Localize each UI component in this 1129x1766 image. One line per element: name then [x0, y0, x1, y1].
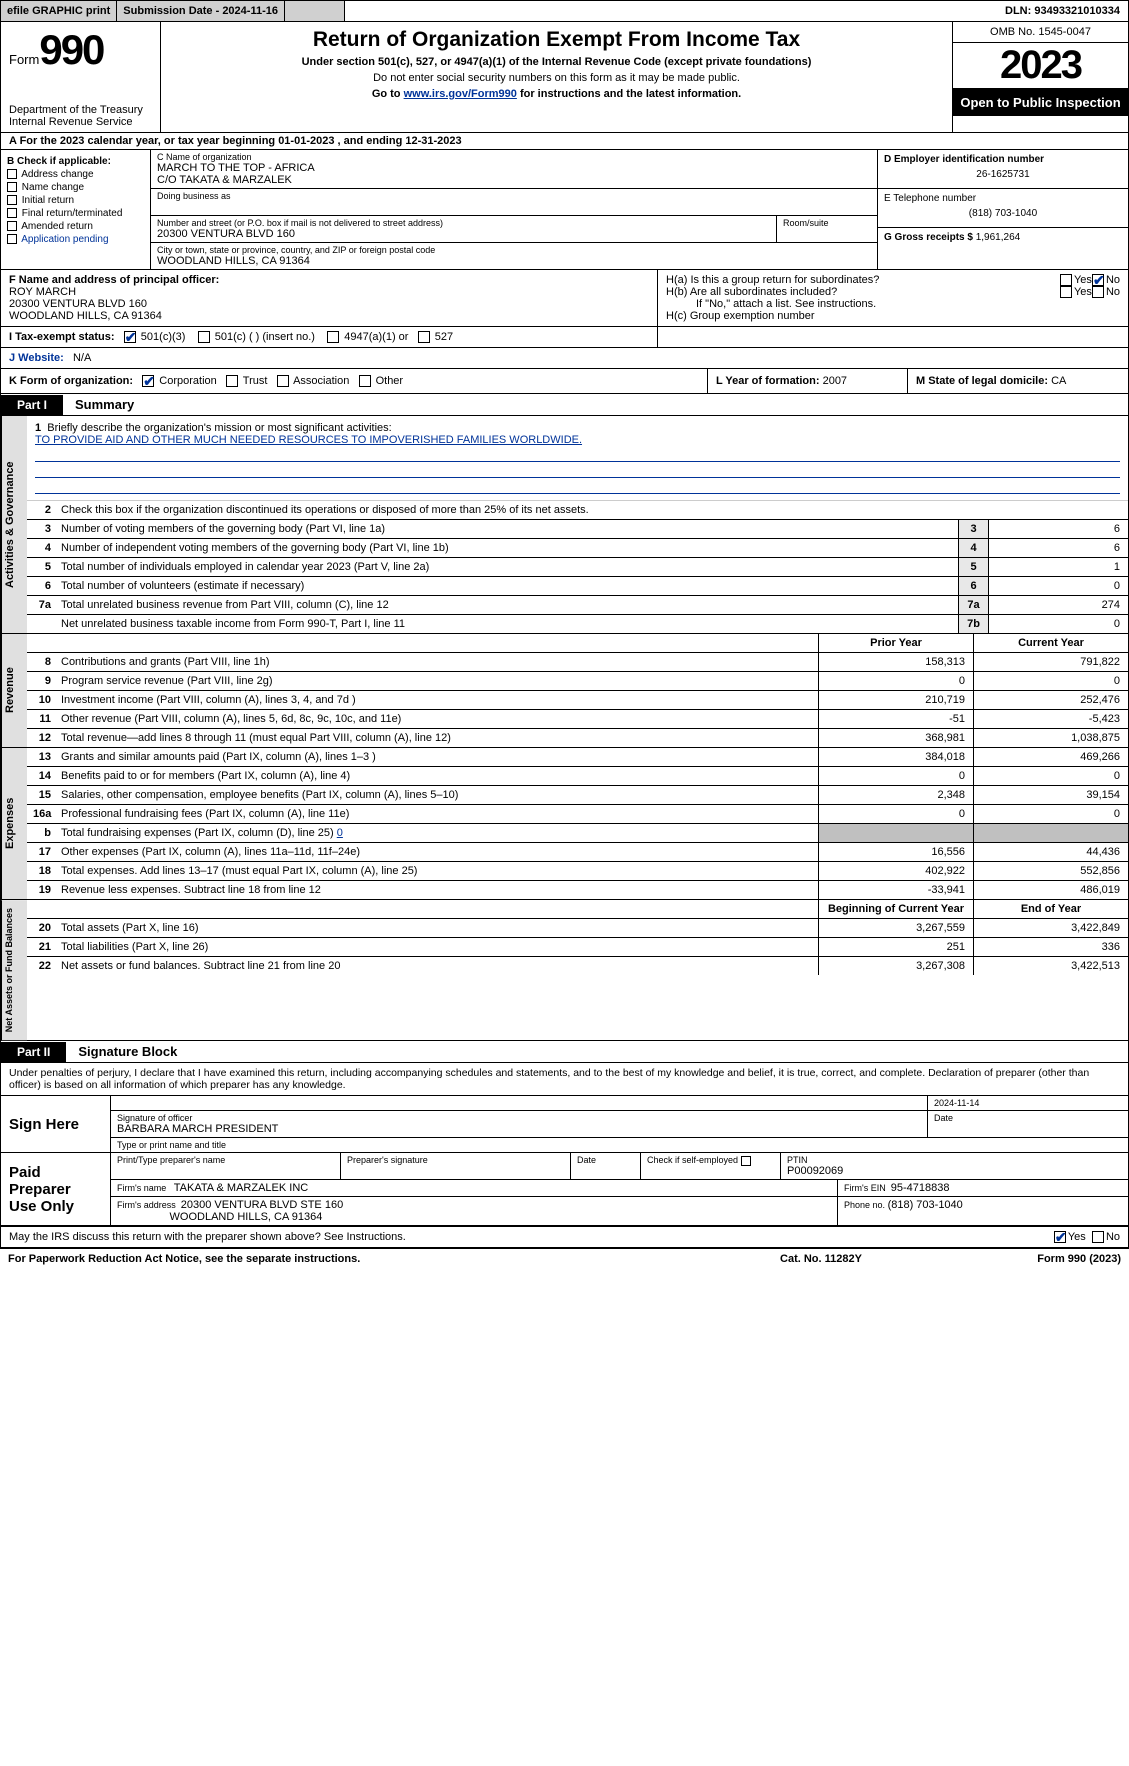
form-label: Form: [9, 52, 39, 67]
ssn-warning: Do not enter social security numbers on …: [173, 72, 940, 84]
omb-number: OMB No. 1545-0047: [953, 22, 1128, 43]
mission-text: TO PROVIDE AID AND OTHER MUCH NEEDED RES…: [35, 434, 582, 446]
top-toolbar: efile GRAPHIC print Submission Date - 20…: [0, 0, 1129, 22]
goto-line: Go to www.irs.gov/Form990 for instructio…: [173, 88, 940, 100]
phone-value: (818) 703-1040: [884, 204, 1122, 223]
efile-print-button[interactable]: efile GRAPHIC print: [1, 1, 117, 21]
penalty-statement: Under penalties of perjury, I declare th…: [0, 1063, 1129, 1096]
form-number: 990: [39, 26, 103, 74]
ein-value: 26-1625731: [884, 165, 1122, 184]
part-2-header: Part II Signature Block: [0, 1041, 1129, 1063]
revenue-label: Revenue: [1, 634, 27, 747]
row-f-h: F Name and address of principal officer:…: [0, 270, 1129, 327]
part-1-header: Part I Summary: [0, 394, 1129, 416]
open-to-public: Open to Public Inspection: [953, 89, 1128, 116]
department-label: Department of the Treasury Internal Reve…: [9, 104, 152, 128]
page-footer: For Paperwork Reduction Act Notice, see …: [0, 1248, 1129, 1269]
tax-year: 2023: [953, 43, 1128, 89]
irs-link[interactable]: www.irs.gov/Form990: [404, 88, 517, 100]
form-title: Return of Organization Exempt From Incom…: [173, 28, 940, 52]
box-b-checkboxes: B Check if applicable: Address change Na…: [1, 150, 151, 269]
net-assets-label: Net Assets or Fund Balances: [1, 900, 27, 1040]
expenses-label: Expenses: [1, 748, 27, 899]
spacer: [285, 1, 345, 21]
form-subtitle: Under section 501(c), 527, or 4947(a)(1)…: [173, 56, 940, 68]
submission-date: Submission Date - 2024-11-16: [117, 1, 285, 21]
section-b-through-g: B Check if applicable: Address change Na…: [0, 150, 1129, 270]
activities-label: Activities & Governance: [1, 416, 27, 633]
gross-receipts: 1,961,264: [976, 232, 1021, 243]
form-header: Form 990 Department of the Treasury Inte…: [0, 22, 1129, 133]
signature-section: Sign Here 2024-11-14 Signature of office…: [0, 1096, 1129, 1248]
dln-number: DLN: 93493321010334: [1005, 5, 1128, 17]
row-a-tax-year: A For the 2023 calendar year, or tax yea…: [0, 133, 1129, 150]
